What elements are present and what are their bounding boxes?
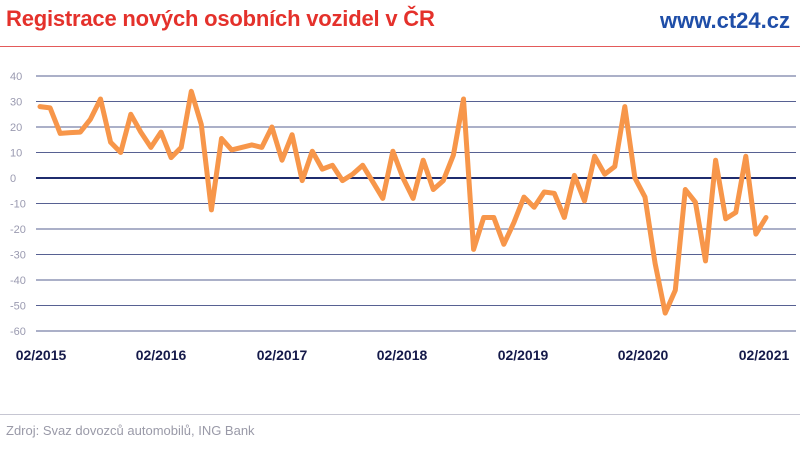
x-tick-label: 02/2020 — [618, 347, 669, 363]
x-tick-label: 02/2018 — [377, 347, 428, 363]
y-tick-label: 0 — [10, 173, 16, 185]
y-tick-label: 10 — [10, 148, 22, 160]
x-tick-label: 02/2016 — [136, 347, 187, 363]
y-tick-label: -50 — [10, 301, 26, 313]
x-tick-label: 02/2021 — [739, 347, 790, 363]
y-tick-label: -20 — [10, 224, 26, 236]
y-tick-label: 40 — [10, 71, 22, 83]
x-tick-label: 02/2015 — [16, 347, 67, 363]
y-tick-label: -30 — [10, 250, 26, 262]
y-tick-label: -60 — [10, 326, 26, 338]
y-tick-label: -10 — [10, 199, 26, 211]
chart-title: Registrace nových osobních vozidel v ČR — [6, 6, 435, 31]
x-tick-label: 02/2019 — [498, 347, 549, 363]
header-divider — [0, 46, 800, 47]
x-tick-label: 02/2017 — [257, 347, 308, 363]
y-tick-label: 20 — [10, 122, 22, 134]
y-tick-label: -40 — [10, 275, 26, 287]
series-line — [37, 88, 769, 316]
brand-link[interactable]: www.ct24.cz — [659, 8, 790, 33]
y-tick-label: 30 — [10, 97, 22, 109]
footer-divider — [0, 414, 800, 415]
source-note: Zdroj: Svaz dovozců automobilů, ING Bank — [6, 423, 255, 438]
